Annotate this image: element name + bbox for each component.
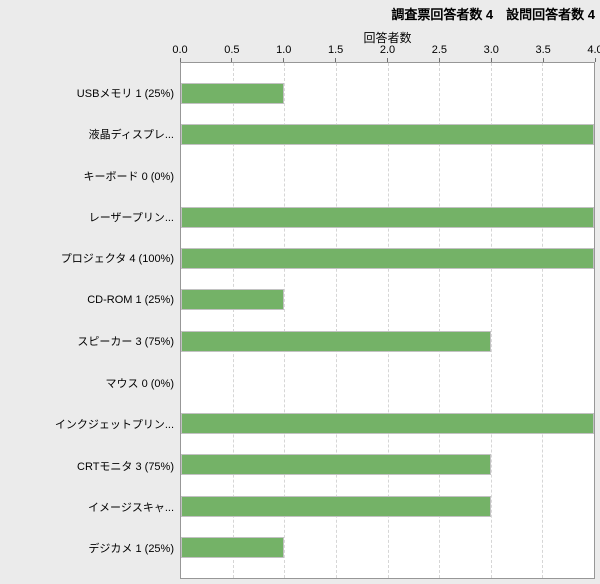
bar-row bbox=[181, 114, 594, 155]
bar bbox=[181, 330, 491, 352]
gridline bbox=[335, 63, 337, 578]
bar-row bbox=[181, 197, 594, 238]
bar-row bbox=[181, 444, 594, 485]
category-labels: USBメモリ 1 (25%) 液晶ディスプレ... キーボード 0 (0%) レーザー… bbox=[0, 62, 174, 579]
bar bbox=[181, 206, 594, 228]
bar-row bbox=[181, 362, 594, 403]
x-tick-label: 2.0 bbox=[379, 44, 396, 56]
bar-row bbox=[181, 73, 594, 114]
category-label: 液晶ディスプレ... bbox=[88, 129, 174, 142]
bar bbox=[181, 289, 285, 311]
gridline bbox=[232, 63, 234, 578]
x-tick-label: 0.0 bbox=[172, 44, 188, 56]
bar-row bbox=[181, 486, 594, 527]
bar bbox=[181, 495, 491, 517]
plot-area bbox=[180, 62, 595, 579]
x-tick-label: 3.0 bbox=[483, 44, 499, 56]
bar bbox=[181, 83, 285, 105]
bar bbox=[181, 124, 594, 146]
x-tick-label: 1.5 bbox=[327, 44, 344, 56]
x-axis-tick-labels: 0.0 0.5 1.0 1.5 2.0 2.5 3.0 3.5 4.0 bbox=[172, 44, 600, 57]
gridline bbox=[490, 63, 492, 578]
x-tick-mark bbox=[179, 58, 181, 62]
x-tick-mark bbox=[387, 58, 388, 62]
x-tick-mark bbox=[283, 58, 285, 62]
gridline bbox=[439, 63, 441, 578]
bar bbox=[181, 536, 285, 558]
bar bbox=[181, 454, 491, 476]
category-label: スピーカー 3 (75%) bbox=[77, 336, 174, 349]
category-label: CD-ROM 1 (25%) bbox=[87, 293, 174, 306]
x-tick-mark bbox=[438, 58, 440, 62]
x-tick-mark bbox=[594, 58, 596, 62]
bar-row bbox=[181, 238, 594, 279]
bar bbox=[181, 413, 594, 435]
category-label: キーボード 0 (0%) bbox=[83, 170, 174, 183]
x-tick-mark bbox=[542, 58, 544, 62]
gridline bbox=[542, 63, 544, 578]
bar-row bbox=[181, 279, 594, 320]
x-tick-label: 1.0 bbox=[276, 44, 292, 56]
x-tick-label: 3.5 bbox=[535, 44, 551, 56]
category-label: マウス 0 (0%) bbox=[105, 377, 174, 390]
category-label: デジカメ 1 (25%) bbox=[88, 543, 174, 556]
x-axis-title: 回答者数 bbox=[363, 31, 412, 45]
x-tick-mark bbox=[490, 58, 492, 62]
bar-row bbox=[181, 156, 594, 197]
category-label: プロジェクタ 4 (100%) bbox=[60, 253, 174, 266]
x-tick-mark bbox=[231, 58, 233, 62]
x-tick-label: 0.5 bbox=[224, 44, 240, 56]
category-label: USBメモリ 1 (25%) bbox=[76, 87, 174, 100]
chart-title: 調査票回答者数 4 設問回答者数 4 bbox=[391, 7, 595, 22]
bar-series bbox=[181, 73, 594, 568]
bar-row bbox=[181, 321, 594, 362]
bar-row bbox=[181, 403, 594, 444]
gridlines bbox=[181, 63, 594, 578]
bar-row bbox=[181, 527, 594, 568]
category-label: CRTモニタ 3 (75%) bbox=[77, 460, 174, 473]
category-label: インクジェットプリン... bbox=[54, 419, 174, 432]
category-label: レーザープリン... bbox=[88, 211, 174, 224]
x-axis-tick-marks bbox=[179, 58, 596, 62]
bar bbox=[181, 248, 594, 270]
x-tick-label: 4.0 bbox=[587, 44, 600, 56]
x-tick-label: 2.5 bbox=[431, 44, 448, 56]
gridline bbox=[284, 63, 286, 578]
category-label: イメージスキャ... bbox=[88, 501, 174, 514]
gridline bbox=[387, 63, 389, 578]
x-tick-mark bbox=[335, 58, 337, 62]
